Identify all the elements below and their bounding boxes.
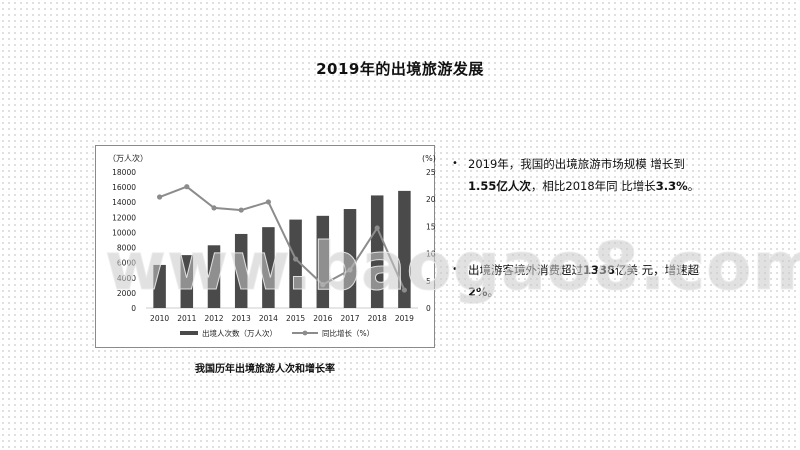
right-tick-label: 25 — [426, 168, 436, 177]
bullet-2-text-a: 出境游客境外消费超过 — [468, 263, 583, 277]
bullet-2-value-growth: 2% — [468, 285, 488, 299]
left-tick-label: 4000 — [117, 274, 136, 283]
left-tick-label: 10000 — [112, 228, 136, 237]
x-tick-label: 2012 — [204, 314, 223, 323]
left-tick-label: 6000 — [117, 259, 136, 268]
bar-2012 — [207, 245, 221, 308]
growth-point-2019 — [401, 287, 407, 293]
legend-line-marker — [302, 330, 308, 336]
right-tick-label: 20 — [426, 195, 436, 204]
x-tick-label: 2011 — [177, 314, 196, 323]
left-tick-label: 14000 — [112, 198, 136, 207]
x-tick-label: 2016 — [313, 314, 332, 323]
right-tick-label: 15 — [426, 222, 436, 231]
bar-2015 — [289, 219, 302, 308]
bar-2011 — [180, 255, 194, 308]
growth-point-2017 — [347, 267, 353, 273]
growth-point-2010 — [157, 194, 163, 200]
bullet-2-text-b: 亿美 元，增速超 — [615, 263, 700, 277]
bullet-1-text-a: 2019年，我国的出境旅游市场规模 增长到 — [468, 157, 685, 171]
growth-point-2012 — [211, 205, 217, 211]
bar-2016 — [316, 215, 330, 308]
x-tick-label: 2019 — [395, 314, 414, 323]
growth-point-2014 — [265, 199, 271, 205]
right-tick-label: 0 — [426, 304, 431, 313]
bullet-2-value-spend: 1338 — [583, 263, 616, 277]
legend-bar-swatch — [180, 331, 198, 335]
right-tick-label: 10 — [426, 250, 436, 259]
bar-2018 — [370, 195, 384, 308]
bullet-1-text-b: ，相比2018年同 比增长 — [530, 179, 656, 193]
bullet-dot-icon: • — [452, 264, 458, 275]
chart-panel: （万人次） (%) 0 2000 4000 6000 8000 10000 12000 14000… — [95, 145, 436, 348]
left-axis-title: （万人次） — [108, 153, 148, 163]
x-tick-label: 2017 — [340, 314, 359, 323]
bullet-item-2: • 出境游客境外消费超过1338亿美 元，增速超 2%。 — [452, 259, 700, 303]
bullet-dot-icon: • — [452, 158, 458, 169]
left-tick-label: 12000 — [112, 213, 136, 222]
bullet-1-text-c: 。 — [687, 179, 700, 193]
x-tick-label: 2013 — [232, 314, 251, 323]
bar-2013 — [234, 233, 248, 308]
left-tick-label: 0 — [131, 304, 136, 313]
x-tick-label: 2014 — [259, 314, 278, 323]
bar-2019 — [398, 190, 411, 308]
legend-bar-label: 出境人次数（万人次） — [202, 328, 277, 338]
chart-caption: 我国历年出境旅游人次和增长率 — [195, 364, 335, 375]
bullet-1-value-people: 1.55亿人次 — [468, 179, 531, 193]
left-tick-label: 16000 — [112, 183, 136, 192]
growth-point-2015 — [293, 256, 299, 262]
bar-2014 — [262, 227, 275, 308]
combo-chart: （万人次） (%) 0 2000 4000 6000 8000 10000 12000 14000… — [108, 153, 436, 338]
x-tick-label: 2015 — [286, 314, 305, 323]
growth-point-2016 — [320, 282, 326, 288]
left-tick-label: 8000 — [117, 244, 136, 253]
legend-line-label: 同比增长（%） — [322, 328, 374, 338]
growth-line — [159, 185, 406, 291]
x-tick-label: 2018 — [368, 314, 387, 323]
left-tick-label: 2000 — [117, 289, 136, 298]
bar-2010 — [153, 264, 166, 308]
bullet-1-value-growth: 3.3% — [655, 179, 688, 193]
page-title: 2019年的出境旅游发展 — [316, 60, 484, 78]
bullet-2-text-c: 。 — [487, 285, 500, 299]
bar-2017 — [343, 209, 357, 308]
x-tick-label: 2010 — [150, 314, 169, 323]
growth-point-2018 — [374, 225, 380, 231]
growth-point-2011 — [184, 184, 190, 190]
bullet-item-1: • 2019年，我国的出境旅游市场规模 增长到 1.55亿人次，相比2018年同 … — [452, 153, 700, 197]
right-axis-title: (%) — [422, 154, 436, 163]
left-tick-label: 18000 — [112, 168, 136, 177]
bullet-list: • 2019年，我国的出境旅游市场规模 增长到 1.55亿人次，相比2018年同 … — [452, 153, 700, 303]
growth-point-2013 — [238, 207, 244, 213]
right-tick-label: 5 — [426, 277, 431, 286]
